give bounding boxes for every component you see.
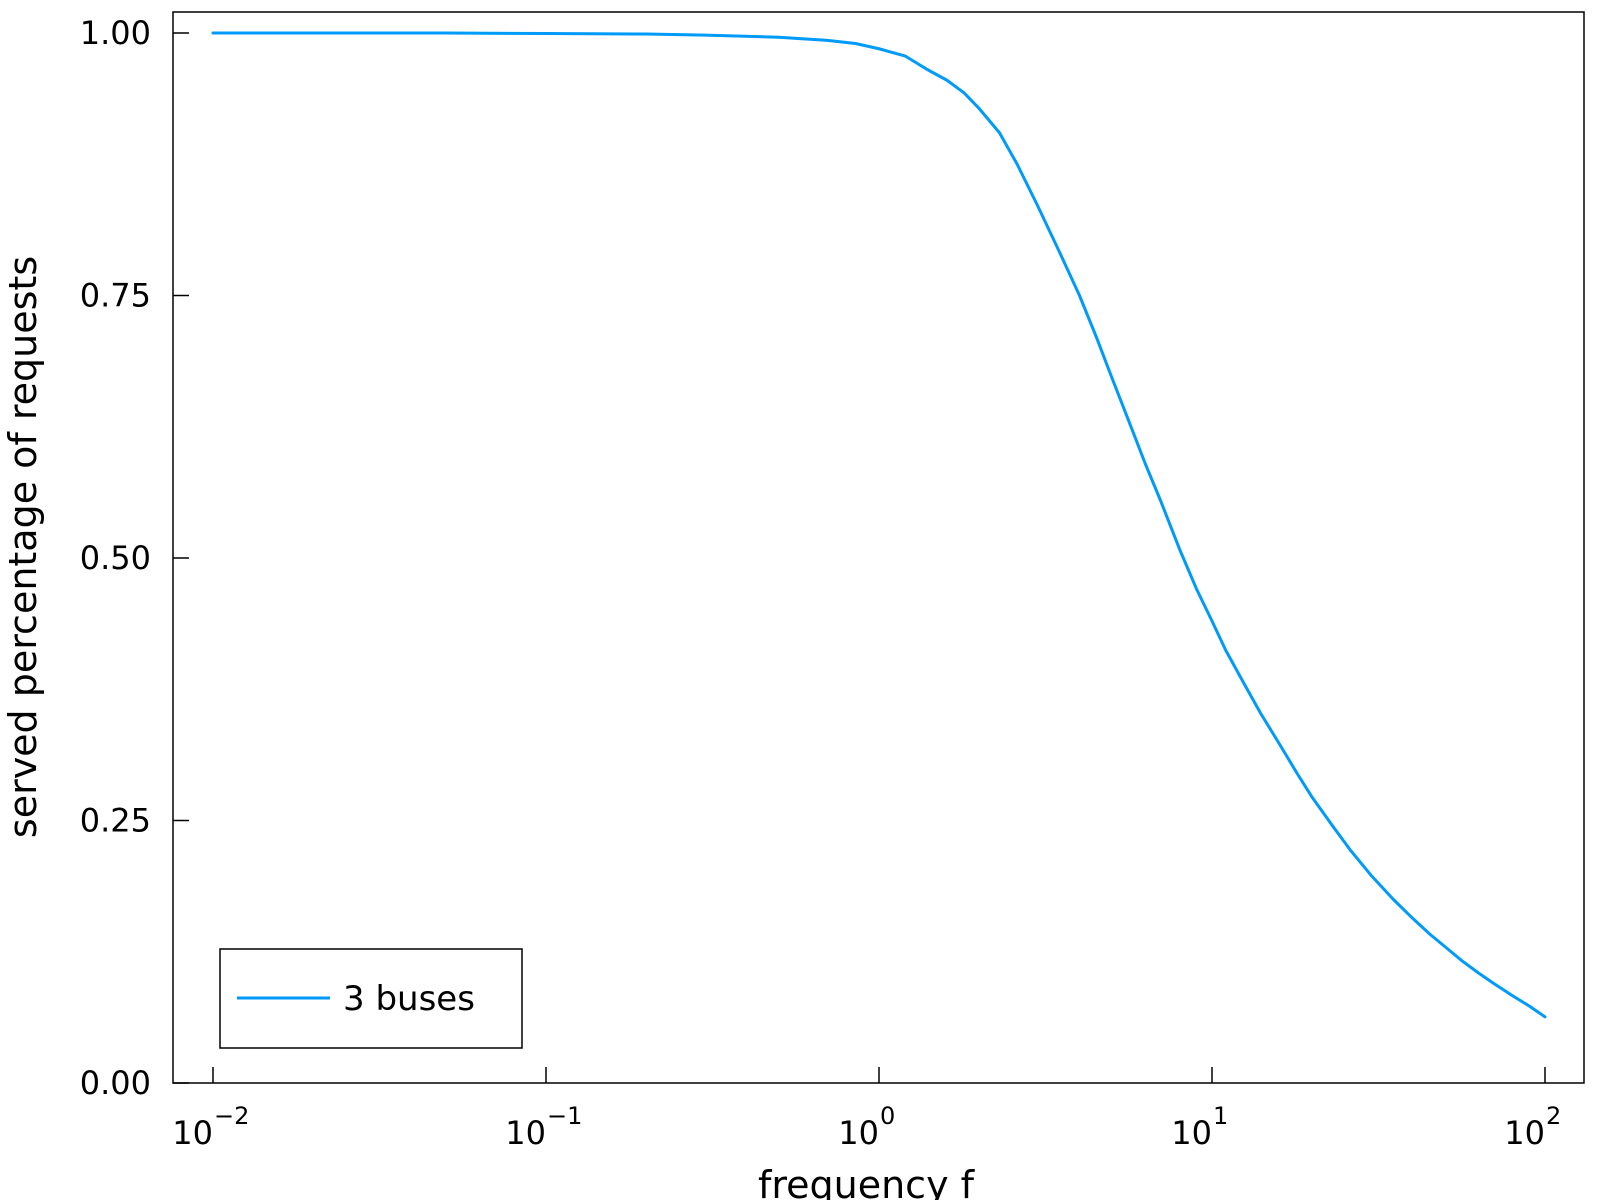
x-axis-label: frequency f (758, 1163, 976, 1200)
series-layer (211, 31, 1547, 1019)
x-tick-base: 10 (1504, 1114, 1545, 1152)
y-axis-ticks: 0.00 0.25 0.50 0.75 1.00 (80, 14, 189, 1102)
x-tick-base: 10 (838, 1114, 879, 1152)
x-tick-label: 10 −1 (505, 1102, 582, 1152)
y-axis-label: served percentage of requests (1, 256, 45, 838)
x-tick-base: 10 (1171, 1114, 1212, 1152)
x-tick-exponent: 2 (1546, 1102, 1561, 1130)
x-tick-exponent: −2 (214, 1102, 249, 1130)
x-tick-label: 10 1 (1171, 1102, 1228, 1152)
x-axis-ticks: 10 −2 10 −1 10 0 10 1 10 2 (172, 1067, 1561, 1152)
y-tick-label: 1.00 (80, 14, 151, 52)
x-tick-exponent: −1 (547, 1102, 582, 1130)
legend: 3 buses (219, 948, 523, 1049)
y-tick-label: 0.25 (80, 802, 151, 840)
x-tick-label: 10 −2 (172, 1102, 249, 1152)
legend-label-3-buses: 3 buses (343, 979, 475, 1019)
plot-area (172, 11, 1585, 1084)
x-tick-base: 10 (172, 1114, 213, 1152)
series-line-3-buses (211, 31, 1547, 1019)
y-tick-label: 0.75 (80, 277, 151, 315)
y-tick-label: 0.00 (80, 1064, 151, 1102)
x-tick-label: 10 0 (838, 1102, 895, 1152)
x-tick-exponent: 0 (880, 1102, 895, 1130)
x-tick-exponent: 1 (1213, 1102, 1228, 1130)
x-tick-base: 10 (505, 1114, 546, 1152)
y-tick-label: 0.50 (80, 539, 151, 577)
x-tick-label: 10 2 (1504, 1102, 1561, 1152)
